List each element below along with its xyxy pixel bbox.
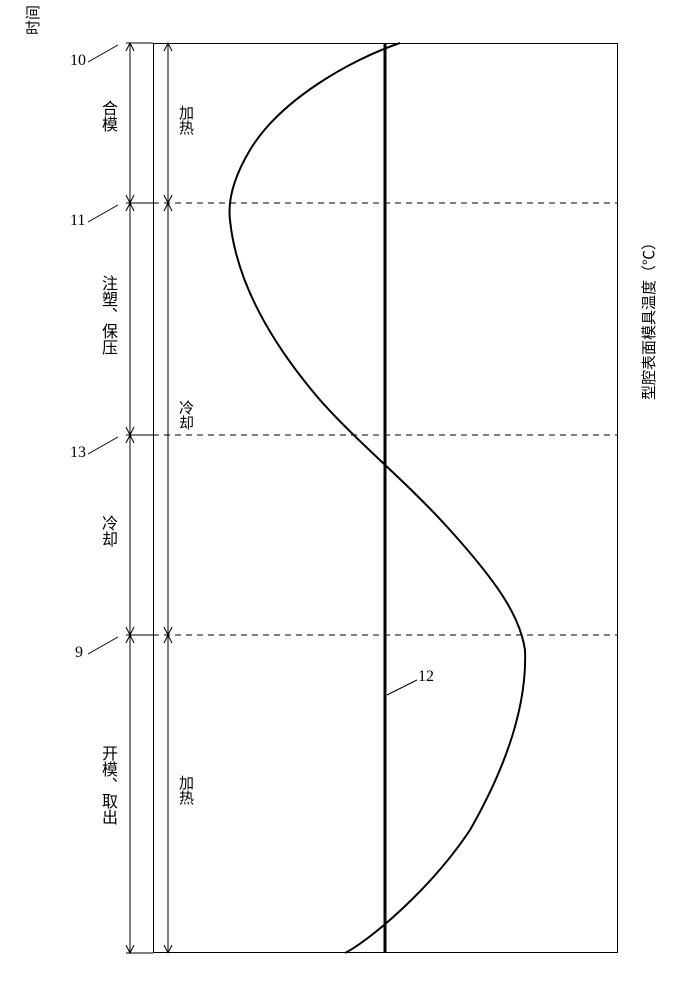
inner-label-heat-1: 加热 (175, 105, 196, 135)
ref-10: 10 (70, 52, 86, 70)
inner-label-heat-2: 加热 (175, 775, 196, 805)
phase-label-cool: 冷却 (95, 515, 119, 547)
phase-label-inject-hold: 注塑、保压 (95, 275, 119, 355)
chart-svg-layer (0, 0, 675, 1000)
ref-13: 13 (70, 444, 86, 462)
chart-container: { "canvas": { "width": 675, "height": 10… (0, 0, 675, 1000)
phase-label-close-mold: 合模 (95, 100, 119, 132)
inner-label-cool: 冷却 (175, 400, 196, 430)
ref-9: 9 (75, 644, 83, 662)
ref-11: 11 (70, 212, 85, 230)
phase-label-open-eject: 开模、取出 (95, 745, 119, 825)
ref-12: 12 (418, 668, 434, 686)
